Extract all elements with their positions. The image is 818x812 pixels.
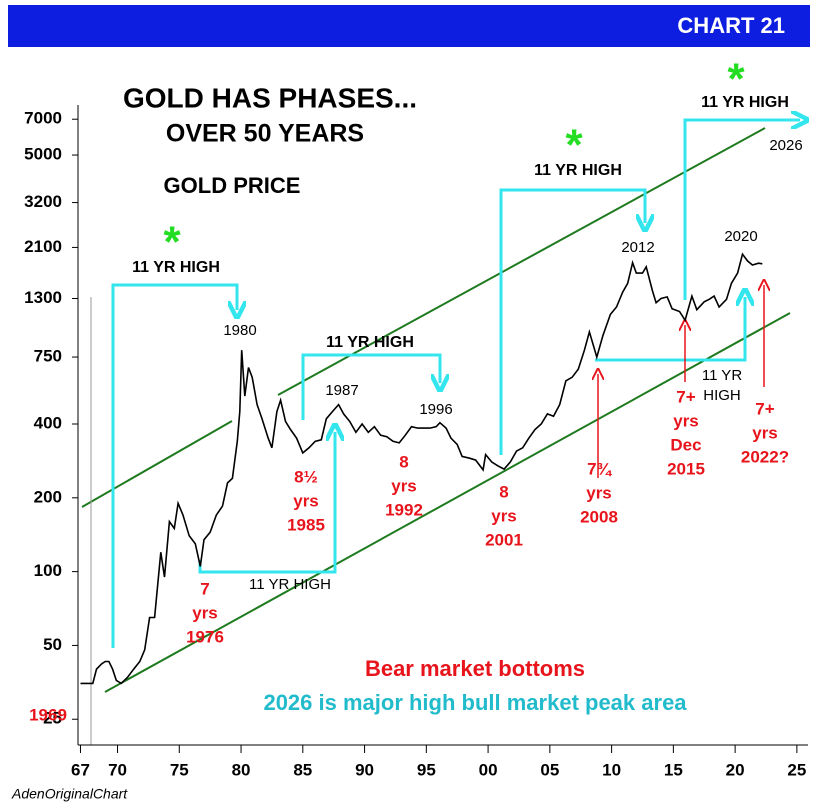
- y-tick-label: 50: [43, 635, 62, 654]
- y-tick-label: 400: [34, 413, 62, 432]
- x-tick-label: 20: [726, 760, 745, 779]
- high-label: 11 YR: [702, 367, 742, 384]
- bracket: [683, 120, 800, 300]
- x-tick-label: 75: [170, 760, 189, 779]
- bottom-label: yrs: [491, 506, 517, 525]
- chart-subtitle: OVER 50 YEARS: [166, 120, 364, 148]
- y-tick-label: 7000: [24, 109, 62, 128]
- bracket: [595, 297, 745, 362]
- chart-badge: CHART 21: [677, 13, 785, 38]
- x-tick-label: 95: [417, 760, 436, 779]
- bottom-label: 1976: [186, 627, 224, 646]
- chart-title: GOLD HAS PHASES...: [123, 82, 417, 113]
- bottom-label: yrs: [391, 476, 417, 495]
- bottom-label: 2001: [485, 530, 523, 549]
- x-tick-label: 00: [479, 760, 498, 779]
- legend-label: GOLD PRICE: [164, 173, 301, 198]
- bottom-label: 8: [399, 452, 408, 471]
- high-label: 11 YR HIGH: [132, 259, 220, 276]
- y-tick-label: 1300: [24, 288, 62, 307]
- y-tick-label: 100: [34, 561, 62, 580]
- bottom-label: 2008: [580, 507, 618, 526]
- y-tick-label: 5000: [24, 145, 62, 164]
- high-label: 11 YR HIGH: [701, 94, 789, 111]
- bottom-label: 7¾: [587, 459, 612, 478]
- bottom-label: yrs: [586, 483, 612, 502]
- y-tick-label: 750: [34, 347, 62, 366]
- price-line: [80, 252, 763, 685]
- peak-label: 2026: [769, 137, 802, 154]
- x-tick-label: 80: [232, 760, 251, 779]
- peak-label: 1980: [223, 322, 256, 339]
- bottom-label: 1985: [287, 515, 325, 534]
- star: *: [163, 218, 181, 267]
- bottom-label: Dec: [670, 435, 701, 454]
- high-label: 11 YR HIGH: [326, 334, 414, 351]
- peak-label: 1987: [325, 382, 358, 399]
- x-tick-label: 25: [787, 760, 806, 779]
- bottom-label: yrs: [673, 411, 699, 430]
- bottom-label: yrs: [293, 491, 319, 510]
- y-tick-label: 200: [34, 487, 62, 506]
- channel-line: [81, 420, 233, 508]
- y-tick-label: 3200: [24, 192, 62, 211]
- bottom-label: yrs: [192, 603, 218, 622]
- note: 2026 is major high bull market peak area: [263, 690, 687, 715]
- note: Bear market bottoms: [365, 656, 585, 681]
- channel-line: [104, 312, 791, 693]
- source: AdenOriginalChart: [11, 786, 128, 802]
- x-tick-label: 15: [664, 760, 683, 779]
- bottom-label: 8: [499, 482, 508, 501]
- bracket: [499, 188, 645, 455]
- y-tick-label: 25: [43, 709, 62, 728]
- peak-label: 1996: [419, 401, 452, 418]
- bracket: [111, 283, 237, 648]
- x-tick-label: 05: [540, 760, 559, 779]
- bottom-label: yrs: [752, 423, 778, 442]
- star: *: [727, 55, 745, 104]
- bottom-label: 1969: [29, 705, 67, 724]
- bottom-label: 7+: [755, 399, 774, 418]
- x-tick-label: 10: [602, 760, 621, 779]
- bottom-label: 7+: [676, 387, 695, 406]
- star: *: [565, 121, 583, 170]
- bottom-label: 1992: [385, 500, 423, 519]
- bottom-label: 8½: [294, 467, 318, 486]
- x-tick-label: 70: [108, 760, 127, 779]
- peak-label: 2020: [724, 228, 757, 245]
- bottom-label: 2015: [667, 459, 705, 478]
- y-tick-label: 2100: [24, 237, 62, 256]
- x-tick-label: 90: [355, 760, 374, 779]
- high-label: 11 YR HIGH: [534, 162, 622, 179]
- high-label: HIGH: [703, 387, 741, 404]
- bracket: [301, 353, 440, 420]
- header-bar: [8, 5, 810, 47]
- peak-label: 2012: [621, 239, 654, 256]
- bottom-label: 7: [200, 579, 209, 598]
- bottom-label: 2022?: [741, 447, 789, 466]
- x-tick-label: 67: [71, 760, 90, 779]
- high-label: 11 YR HIGH: [249, 576, 331, 593]
- x-tick-label: 85: [293, 760, 312, 779]
